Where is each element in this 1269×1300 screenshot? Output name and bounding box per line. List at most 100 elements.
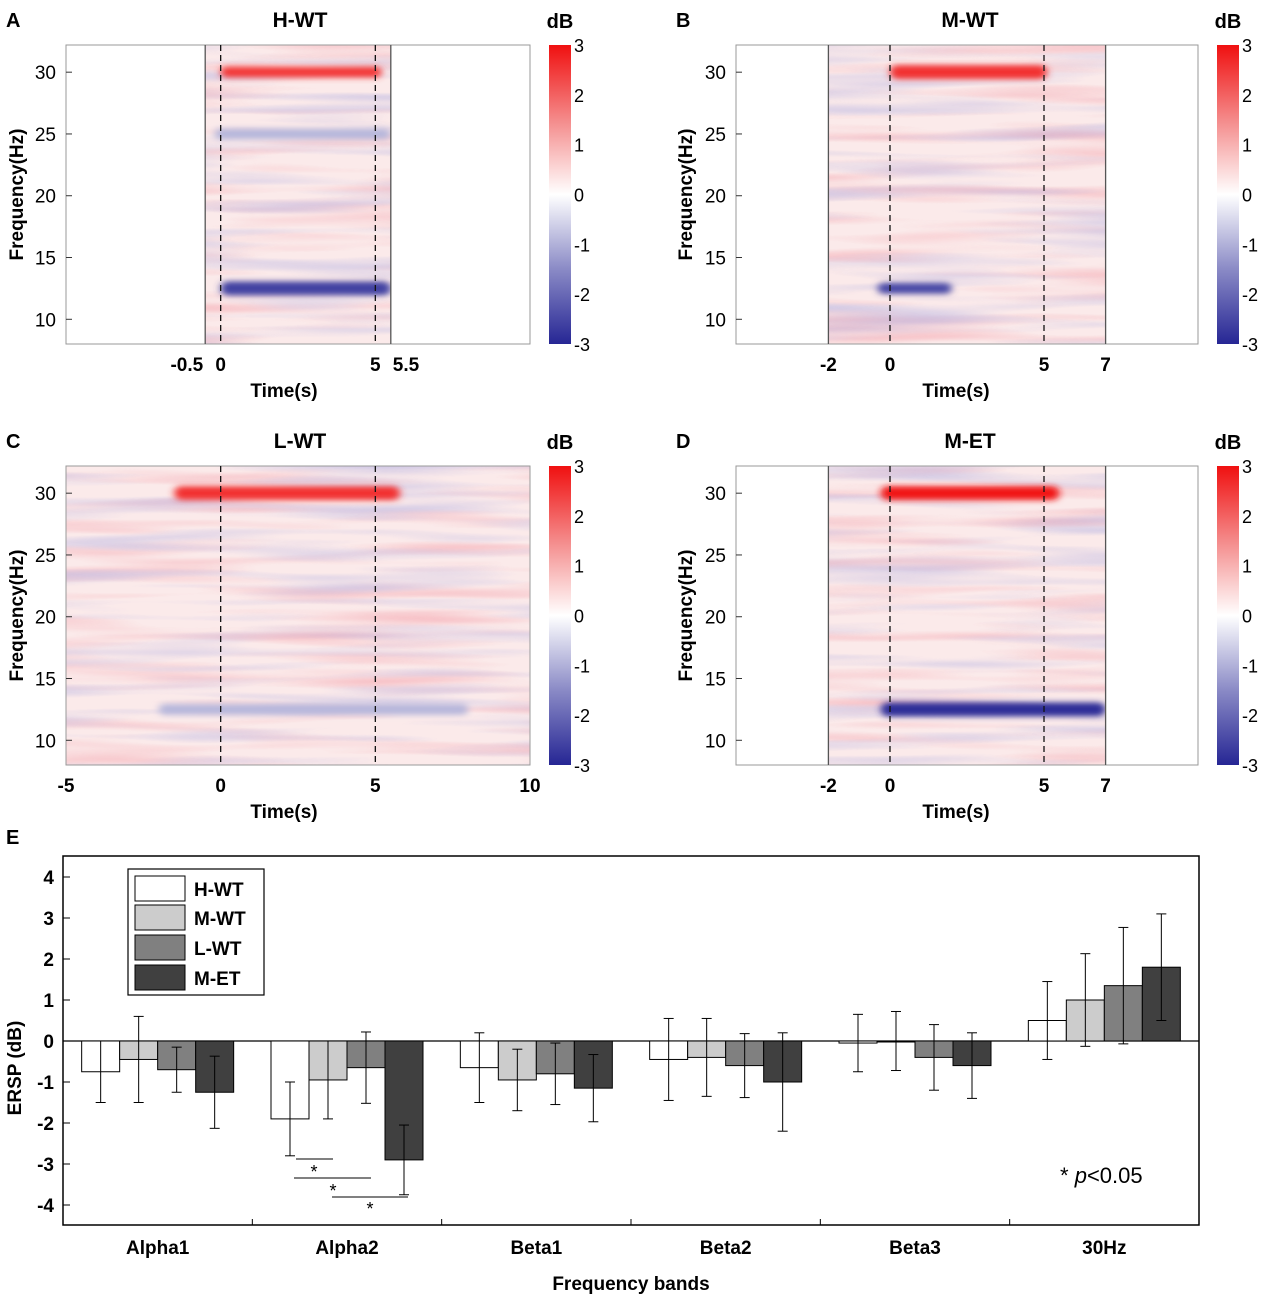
colorbar-tick: 1 bbox=[1242, 557, 1252, 577]
colorbar-tick: -3 bbox=[1242, 756, 1258, 776]
ytick-label: -3 bbox=[37, 1155, 54, 1176]
spectrogram-texture-cool bbox=[205, 45, 391, 344]
y-axis-ticks: 4 3 2 1 0 -1 -2 -3 -4 bbox=[37, 868, 70, 1217]
panel-letter-e: E bbox=[6, 827, 19, 849]
ytick-label: 15 bbox=[705, 249, 726, 270]
y-axis-label: ERSP (dB) bbox=[5, 1021, 26, 1116]
panel-xlabel-d: Time(s) bbox=[922, 802, 989, 823]
spectrogram-data-d bbox=[828, 466, 1106, 765]
panel-xlabel-c: Time(s) bbox=[250, 802, 317, 823]
colorbar-tick: 0 bbox=[1242, 607, 1252, 627]
panel-frame-d bbox=[735, 465, 1199, 766]
xtick-label: -2 bbox=[820, 355, 837, 376]
band-d-0 bbox=[880, 486, 1060, 501]
ytick-label: 15 bbox=[705, 670, 726, 691]
panel-frame-b bbox=[735, 44, 1199, 345]
ytick-label: 20 bbox=[705, 187, 726, 208]
xtick-label-alpha2: Alpha2 bbox=[315, 1238, 378, 1259]
spectrogram-texture-cool bbox=[828, 466, 1106, 765]
ytick-label: -4 bbox=[37, 1196, 54, 1217]
panel-xlabel-a: Time(s) bbox=[250, 381, 317, 402]
ytick-label: 20 bbox=[35, 608, 56, 629]
band-a-2 bbox=[214, 128, 391, 140]
sig-star-1: * bbox=[310, 1162, 317, 1182]
xtick-label: 0 bbox=[885, 776, 896, 797]
panel-letter-a: A bbox=[6, 10, 20, 32]
panel-title-a: H-WT bbox=[273, 9, 328, 32]
colorbar-unit-d: dB bbox=[1215, 432, 1242, 454]
ytick-label: 15 bbox=[35, 670, 56, 691]
sig-star-3: * bbox=[366, 1199, 373, 1219]
ytick-label: 10 bbox=[705, 310, 726, 331]
xtick-label: 7 bbox=[1100, 355, 1111, 376]
ytick-label: 10 bbox=[705, 731, 726, 752]
colorbar-b bbox=[1217, 45, 1239, 344]
ytick-label: 4 bbox=[43, 868, 54, 889]
colorbar-tick: -3 bbox=[574, 756, 590, 776]
panel-title-b: M-WT bbox=[941, 9, 998, 32]
xtick-label: 5.5 bbox=[393, 355, 420, 376]
ytick-label: 15 bbox=[35, 249, 56, 270]
ytick-label: 3 bbox=[43, 909, 54, 930]
colorbar-tick: 0 bbox=[574, 186, 584, 206]
colorbar-tick: -1 bbox=[574, 235, 590, 255]
xtick-label: 0 bbox=[885, 355, 896, 376]
ytick-label: 25 bbox=[35, 546, 56, 567]
panel-frame-a bbox=[65, 44, 531, 345]
ytick-label: 25 bbox=[705, 125, 726, 146]
ytick-label: 25 bbox=[705, 546, 726, 567]
colorbar-tick: 2 bbox=[574, 507, 584, 527]
bar-layer bbox=[63, 913, 1199, 1196]
x-axis-ticks: Alpha1 Alpha2 Beta1 Beta2 Beta3 30Hz bbox=[62, 1219, 1127, 1259]
colorbar-tick: 1 bbox=[574, 557, 584, 577]
ytick-label: 10 bbox=[35, 310, 56, 331]
colorbar-tick: 2 bbox=[1242, 507, 1252, 527]
legend-label-m-et: M-ET bbox=[194, 969, 241, 990]
ytick-label: 30 bbox=[705, 484, 726, 505]
panel-title-c: L-WT bbox=[274, 430, 327, 453]
xtick-label: 5 bbox=[1039, 355, 1050, 376]
colorbar-tick: 3 bbox=[1242, 36, 1252, 56]
panel-ylabel-b: Frequency(Hz) bbox=[676, 129, 697, 261]
band-d-1 bbox=[880, 702, 1106, 717]
sig-note-prefix: * bbox=[1060, 1163, 1075, 1188]
colorbar-unit-c: dB bbox=[547, 432, 574, 454]
colorbar-tick: 2 bbox=[1242, 86, 1252, 106]
colorbar-tick: -2 bbox=[1242, 706, 1258, 726]
xtick-label-beta2: Beta2 bbox=[700, 1238, 752, 1259]
panel-title-d: M-ET bbox=[944, 430, 995, 453]
colorbar-tick: 3 bbox=[574, 36, 584, 56]
panel-xlabel-b: Time(s) bbox=[922, 381, 989, 402]
colorbar-tick: -1 bbox=[1242, 656, 1258, 676]
ytick-label: 30 bbox=[35, 63, 56, 84]
legend-swatch-m-wt bbox=[134, 904, 186, 931]
ytick-label: 10 bbox=[35, 731, 56, 752]
colorbar-tick: 0 bbox=[1242, 186, 1252, 206]
panel-ylabel-d: Frequency(Hz) bbox=[676, 550, 697, 682]
band-a-1 bbox=[220, 281, 391, 296]
legend-label-l-wt: L-WT bbox=[194, 939, 242, 960]
panel-letter-c: C bbox=[6, 431, 20, 453]
colorbar-tick: 1 bbox=[1242, 136, 1252, 156]
xtick-label-30hz: 30Hz bbox=[1082, 1238, 1126, 1259]
sig-note-p: p bbox=[1074, 1163, 1087, 1188]
band-a-0 bbox=[220, 66, 382, 78]
spectrogram-texture-cool bbox=[828, 45, 1106, 344]
spectrogram-texture-cool bbox=[66, 466, 530, 765]
colorbar-tick: -2 bbox=[574, 285, 590, 305]
colorbar-tick: 2 bbox=[574, 86, 584, 106]
xtick-label: -0.5 bbox=[170, 355, 203, 376]
band-b-0 bbox=[890, 65, 1048, 80]
sig-note-suffix: <0.05 bbox=[1087, 1163, 1143, 1188]
significance-brackets: * * * bbox=[294, 1158, 408, 1219]
colorbar-tick: -2 bbox=[1242, 285, 1258, 305]
ytick-label: -2 bbox=[37, 1114, 54, 1135]
colorbar-d bbox=[1217, 466, 1239, 765]
spectrogram-data-a bbox=[205, 45, 391, 344]
panel-letter-d: D bbox=[676, 431, 690, 453]
xtick-label: 10 bbox=[519, 776, 540, 797]
